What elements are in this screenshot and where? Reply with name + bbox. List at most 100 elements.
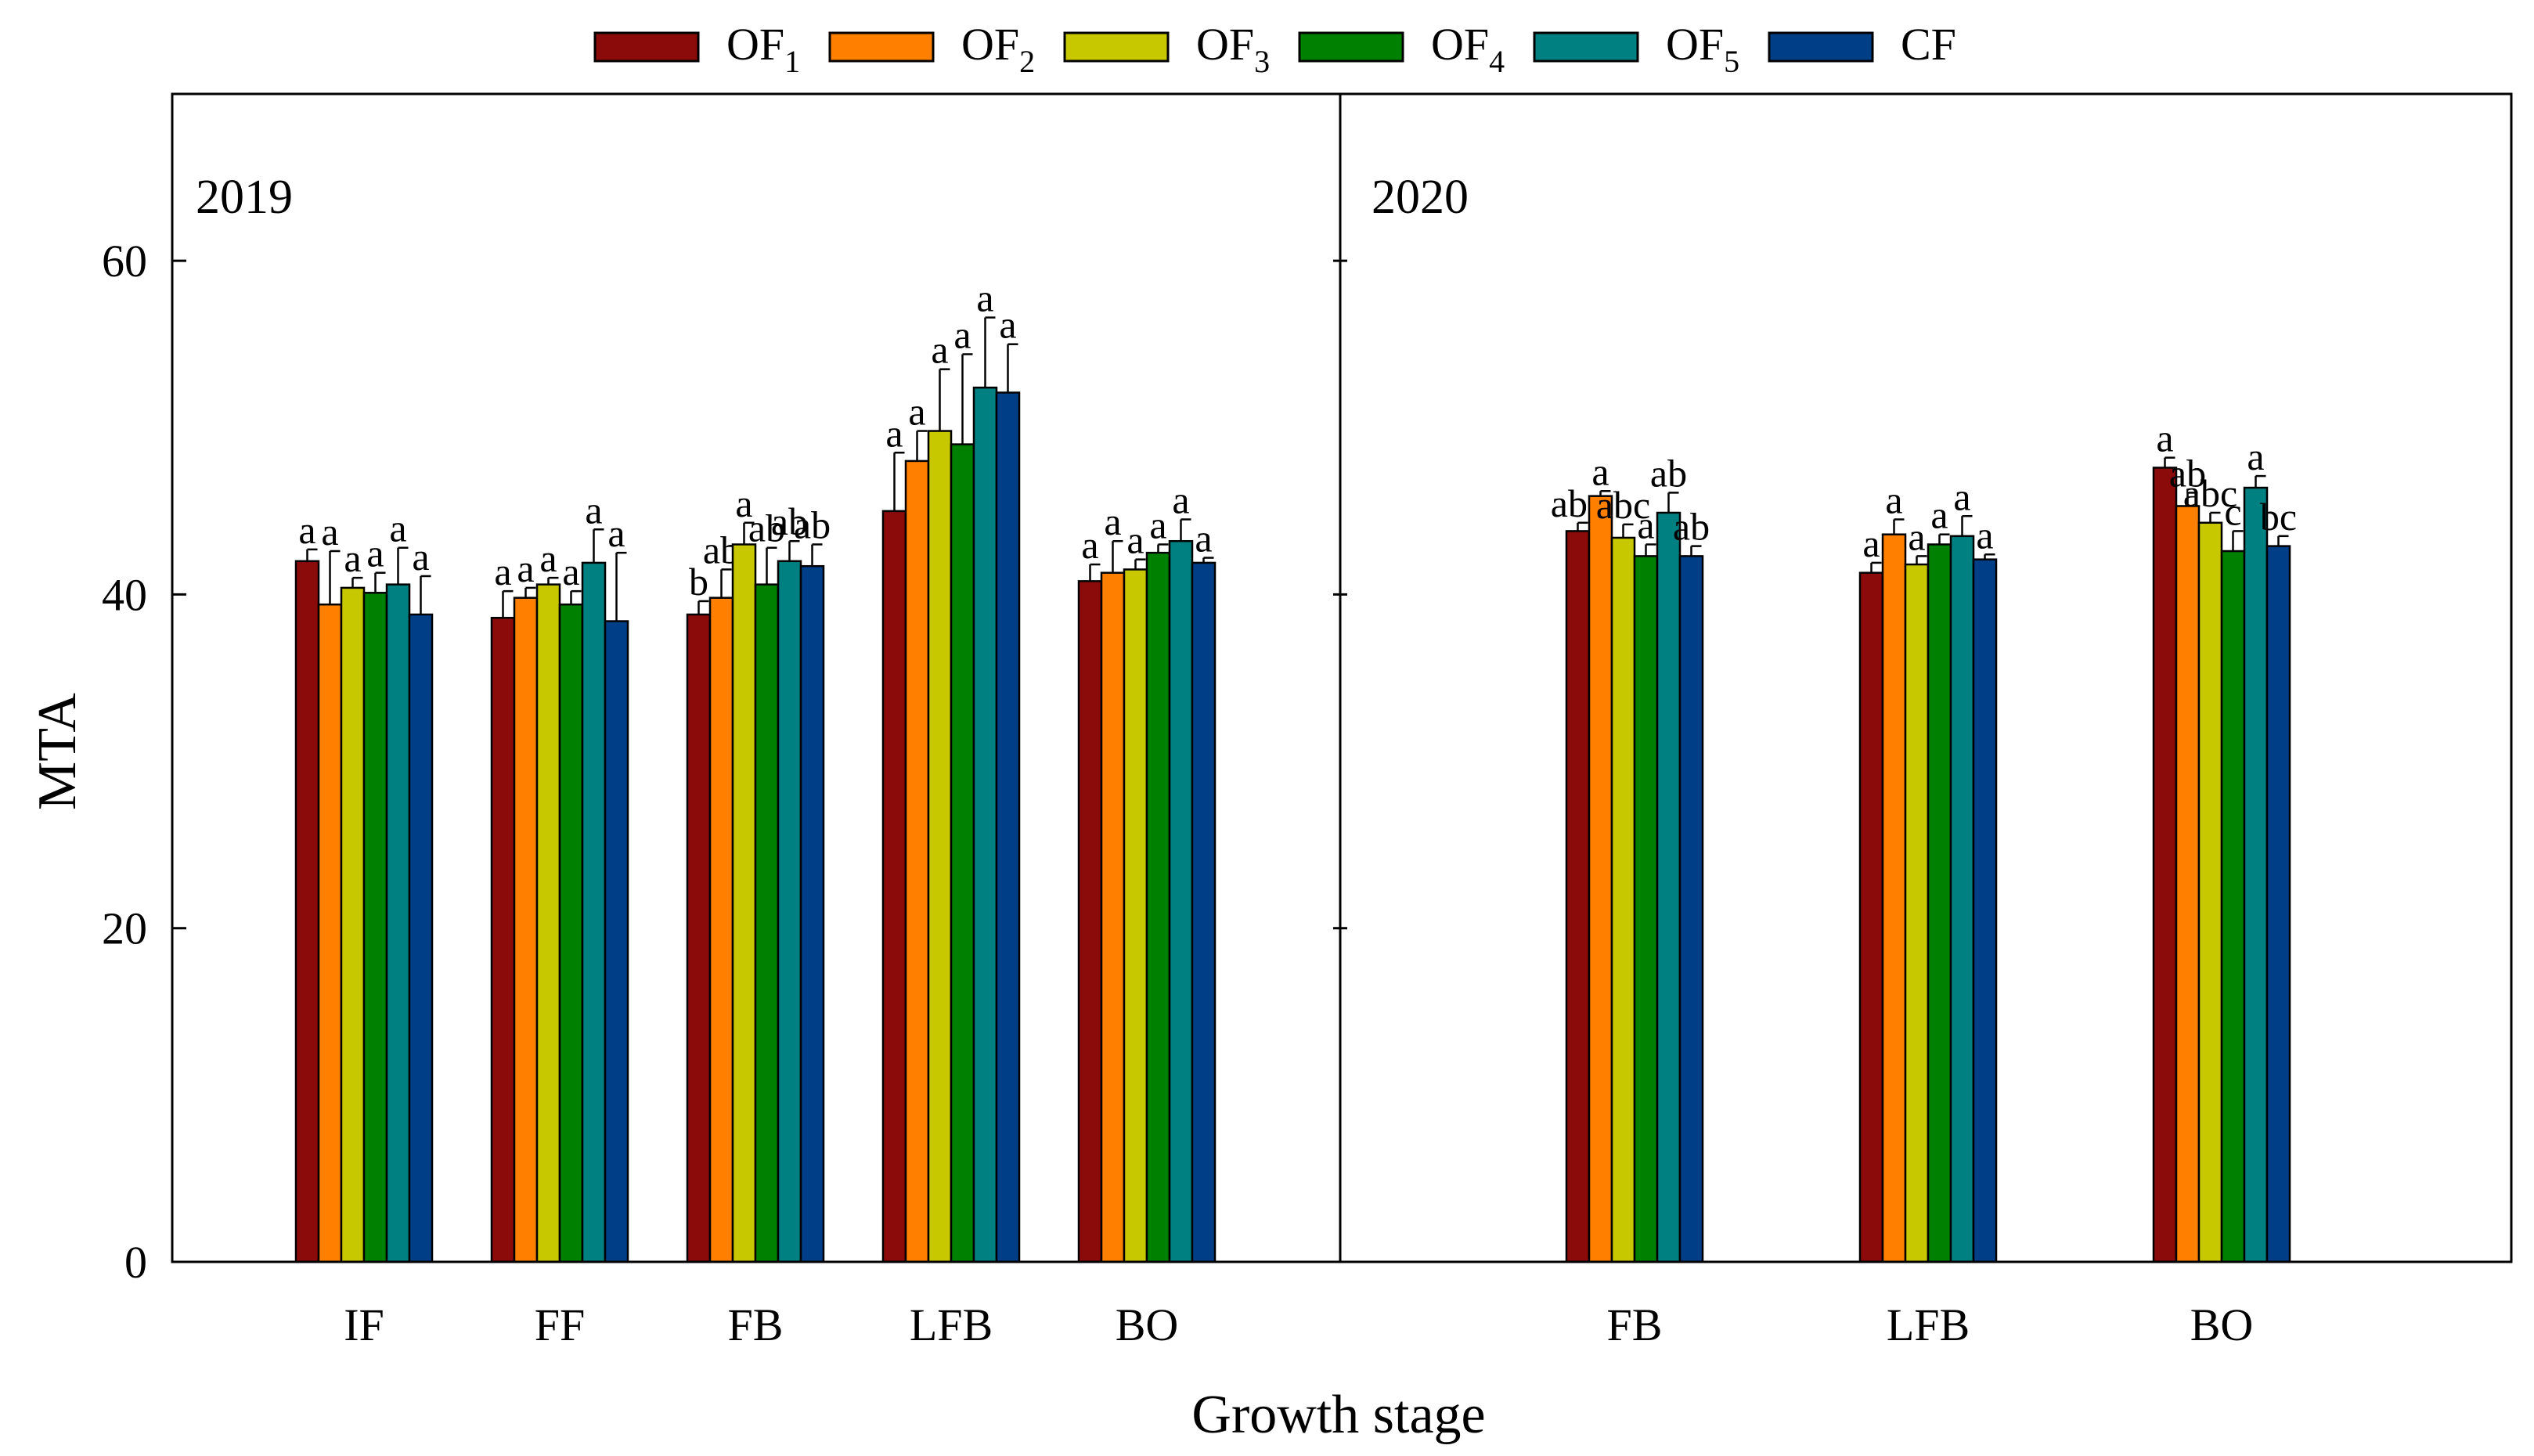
legend-label: OF3: [1196, 19, 1270, 79]
significance-label: a: [607, 511, 625, 555]
bar: [972, 386, 998, 1263]
significance-label: a: [366, 532, 384, 575]
bar: [1077, 580, 1103, 1263]
bar: [535, 583, 561, 1263]
significance-label: a: [1976, 513, 1993, 557]
bar: [881, 510, 907, 1263]
y-tick-label: 60: [102, 236, 147, 287]
legend-item: OF4: [1298, 19, 1505, 79]
significance-label: bc: [2260, 495, 2297, 539]
legend-item: OF3: [1063, 19, 1270, 79]
significance-label: a: [389, 506, 406, 550]
bar: [1678, 555, 1704, 1263]
significance-label: a: [1637, 503, 1654, 546]
bar: [1972, 558, 1998, 1263]
legend-label: OF4: [1431, 19, 1505, 79]
bar: [558, 603, 584, 1263]
significance-label: a: [735, 481, 752, 525]
bar: [1881, 533, 1907, 1263]
bar: [708, 596, 734, 1263]
significance-label: a: [1885, 478, 1902, 522]
panel-year-label: 2019: [196, 171, 293, 224]
legend-swatch: [593, 31, 700, 63]
bar: [317, 603, 343, 1263]
legend: OF1 OF2 OF3 OF4 OF5 CF: [593, 19, 1956, 79]
bar: [1588, 495, 1613, 1263]
significance-label: a: [412, 535, 429, 578]
bar: [604, 620, 629, 1263]
significance-label: ab: [771, 499, 808, 543]
x-category-label: BO: [2190, 1299, 2254, 1350]
significance-label: a: [2247, 434, 2264, 478]
significance-label: a: [976, 276, 993, 320]
significance-label: abc: [2183, 471, 2237, 515]
significance-label: a: [1149, 503, 1166, 546]
legend-item: OF5: [1533, 19, 1739, 79]
x-category-label: LFB: [1887, 1299, 1970, 1350]
legend-item: OF2: [828, 19, 1035, 79]
bar: [1633, 555, 1659, 1263]
legend-swatch: [1768, 31, 1874, 63]
bar: [1145, 551, 1171, 1263]
bar: [2243, 486, 2269, 1263]
x-axis-title: Growth stage: [1191, 1385, 1485, 1445]
legend-label: OF2: [961, 19, 1035, 79]
significance-label: a: [1195, 517, 1212, 560]
significance-label: a: [517, 546, 534, 590]
bar: [1565, 530, 1591, 1263]
significance-label: a: [1081, 523, 1098, 567]
bar: [2175, 505, 2201, 1263]
x-category-label: FB: [1607, 1299, 1663, 1350]
significance-label: a: [1862, 521, 1880, 565]
bar: [1123, 568, 1148, 1263]
legend-swatch: [1063, 31, 1170, 63]
significance-label: a: [1930, 493, 1948, 537]
bar: [927, 430, 953, 1263]
legend-label: OF1: [726, 19, 800, 79]
bar: [2152, 467, 2178, 1263]
significance-label: a: [2156, 416, 2173, 460]
significance-label: a: [1126, 518, 1144, 562]
significance-label: c: [2224, 489, 2241, 533]
bar: [408, 613, 434, 1263]
bar: [1949, 535, 1975, 1263]
axes: 0 20 40 60: [102, 92, 2513, 1288]
significance-label: a: [585, 488, 602, 532]
significance-label: a: [1908, 514, 1925, 558]
significance-label: ab: [1650, 451, 1687, 495]
significance-label: a: [344, 536, 361, 580]
significance-label: a: [1172, 478, 1189, 522]
bar: [1191, 561, 1217, 1263]
significance-label: ab: [748, 506, 785, 550]
bar: [686, 613, 712, 1263]
panel-year-label: 2020: [1372, 171, 1469, 224]
y-tick-label: 40: [102, 569, 147, 620]
bar: [777, 560, 802, 1263]
bar: [995, 391, 1021, 1263]
x-category-label: FB: [728, 1299, 784, 1350]
significance-label: a: [1953, 474, 1970, 518]
significance-label: a: [321, 510, 338, 553]
significance-label: a: [999, 303, 1016, 347]
bar: [904, 460, 930, 1263]
significance-label: a: [539, 536, 557, 580]
legend-swatch: [828, 31, 935, 63]
bar: [294, 560, 320, 1263]
bar: [799, 564, 825, 1263]
significance-label: ab: [2169, 451, 2206, 495]
significance-label: a: [885, 411, 903, 455]
bar: [1610, 536, 1636, 1263]
significance-label: a: [1104, 499, 1121, 543]
significance-label: a: [953, 313, 971, 357]
bar: [581, 561, 607, 1263]
bar: [340, 586, 366, 1263]
bar: [1100, 571, 1126, 1263]
x-category-label: FF: [535, 1299, 586, 1350]
legend-item: CF: [1768, 19, 1956, 70]
significance-label: ab: [794, 503, 831, 546]
x-category-label: BO: [1116, 1299, 1179, 1350]
